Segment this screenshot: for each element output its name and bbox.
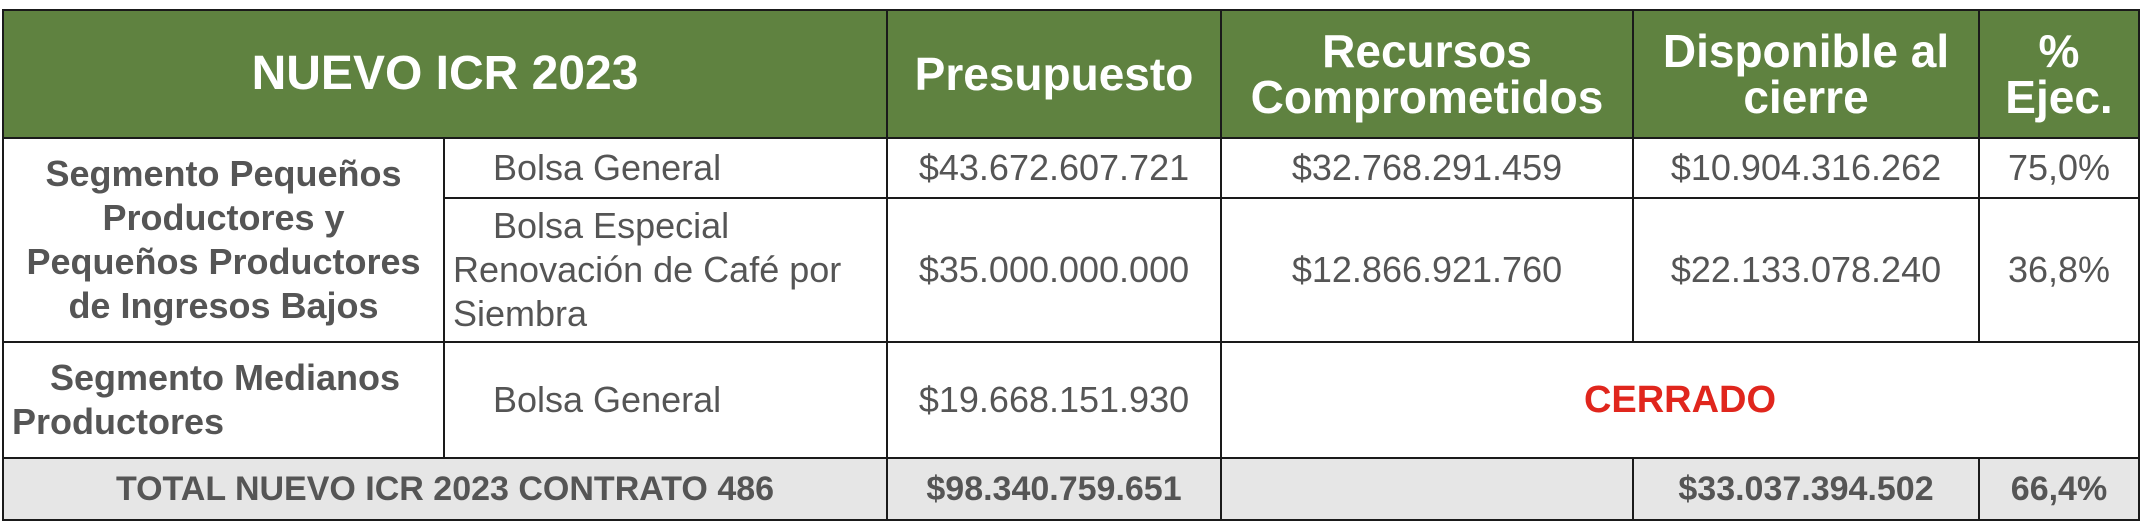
icr-table-container: NUEVO ICR 2023 Presupuesto Recursos Comp… (2, 9, 2140, 521)
disponible-cell: $10.904.316.262 (1632, 137, 1980, 199)
segment-name-line: Productores (12, 401, 225, 442)
header-ejecucion: % Ejec. (1978, 9, 2140, 139)
segment-name-line: Productores y (102, 197, 345, 238)
segment-pequenos-productores: Segmento Pequeños Productores y Pequeños… (2, 137, 445, 343)
table-row: Bolsa Especial Renovación de Café por Si… (3, 197, 2140, 343)
header-title: NUEVO ICR 2023 (2, 9, 888, 139)
total-label: TOTAL NUEVO ICR 2023 CONTRATO 486 (2, 457, 888, 521)
ejecucion-cell: 36,8% (1978, 197, 2140, 343)
comprometidos-cell: $12.866.921.760 (1220, 197, 1634, 343)
header-disponible-cierre: Disponible al cierre (1632, 9, 1980, 139)
header-ejec-line2: Ejec. (2005, 71, 2113, 123)
header-disponible-line1: Disponible al (1662, 25, 1950, 77)
presupuesto-cell: $35.000.000.000 (886, 197, 1222, 343)
header-ejec-line1: % (2038, 25, 2080, 77)
presupuesto-cell: $19.668.151.930 (886, 341, 1222, 459)
comprometidos-cell: $32.768.291.459 (1220, 137, 1634, 199)
table-row: Segmento Pequeños Productores y Pequeños… (2, 137, 2140, 343)
header-recursos-line2: Comprometidos (1250, 71, 1604, 123)
bolsa-general: Bolsa General (443, 137, 888, 199)
disponible-cell: $22.133.078.240 (1632, 197, 1980, 343)
header-row: NUEVO ICR 2023 Presupuesto Recursos Comp… (2, 9, 2140, 139)
total-row: TOTAL NUEVO ICR 2023 CONTRATO 486 $98.34… (2, 457, 2140, 521)
status-badge: CERRADO (1220, 341, 2140, 459)
bolsa-especial-renovacion: Bolsa Especial Renovación de Café por Si… (443, 197, 888, 343)
segment-name-line: Segmento Pequeños (45, 153, 402, 194)
header-recursos-comprometidos: Recursos Comprometidos (1220, 9, 1634, 139)
total-ejecucion: 66,4% (1978, 457, 2140, 521)
header-recursos-line1: Recursos (1322, 25, 1532, 77)
total-disponible: $33.037.394.502 (1632, 457, 1980, 521)
bolsa-line: Siembra (453, 293, 588, 334)
table-row: Segmento Medianos Productores Bolsa Gene… (2, 341, 2140, 459)
bolsa-line: Bolsa Especial (493, 205, 730, 246)
segment-name-line: Segmento Medianos (50, 357, 401, 398)
icr-2023-table: NUEVO ICR 2023 Presupuesto Recursos Comp… (2, 9, 2140, 521)
segment-medianos-productores: Segmento Medianos Productores (2, 341, 445, 459)
total-presupuesto: $98.340.759.651 (886, 457, 1222, 521)
presupuesto-cell: $43.672.607.721 (886, 137, 1222, 199)
bolsa-line: Renovación de Café por (453, 249, 842, 290)
total-comprometidos (1220, 457, 1634, 521)
header-disponible-line2: cierre (1743, 71, 1869, 123)
ejecucion-cell: 75,0% (1978, 137, 2140, 199)
segment-name-line: Pequeños Productores (26, 241, 421, 282)
header-presupuesto: Presupuesto (886, 9, 1222, 139)
bolsa-general: Bolsa General (443, 341, 888, 459)
segment-name-line: de Ingresos Bajos (68, 285, 379, 326)
